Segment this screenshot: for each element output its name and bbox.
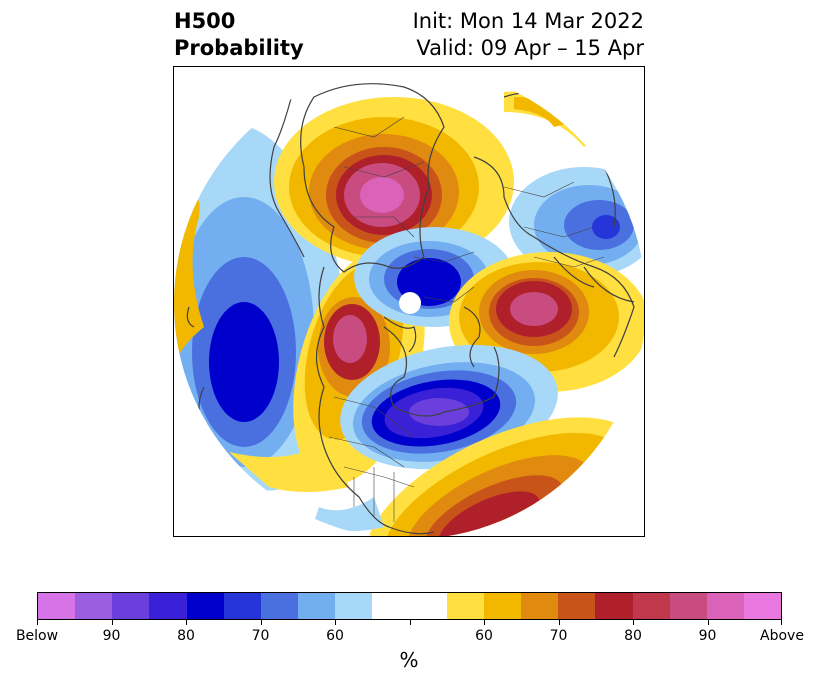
colorbar-segment [483, 593, 522, 619]
colorbar-tick-label: Above [760, 628, 804, 644]
colorbar-segment [446, 593, 484, 619]
colorbar-segment [260, 593, 299, 619]
southern-high-anomaly [364, 417, 644, 536]
date-info: Init: Mon 14 Mar 2022 Valid: 09 Apr – 15… [413, 8, 644, 62]
colorbar-tick-label: 80 [624, 628, 642, 644]
colorbar-tick [186, 620, 187, 625]
colorbar-tick [633, 620, 634, 625]
colorbar-segment [409, 593, 447, 619]
colorbar-tick [260, 620, 262, 625]
valid-date: Valid: 09 Apr – 15 Apr [416, 36, 644, 60]
probability-map [173, 66, 645, 537]
colorbar-tick [37, 620, 38, 625]
colorbar-tick-label: 90 [698, 628, 717, 644]
init-date: Init: Mon 14 Mar 2022 [412, 9, 644, 33]
colorbar-ticks [37, 620, 782, 628]
colorbar-segment [75, 593, 113, 619]
colorbar [37, 592, 782, 620]
colorbar-segment [335, 593, 373, 619]
title-line-1: H500 [174, 9, 236, 33]
colorbar-tick-label: 90 [102, 628, 121, 644]
colorbar-tick [781, 620, 782, 625]
colorbar-segment [669, 593, 707, 619]
colorbar-segment [558, 593, 596, 619]
colorbar-tick [484, 620, 485, 625]
colorbar-tick [707, 620, 709, 625]
pole-marker [399, 292, 421, 314]
colorbar-segment [595, 593, 633, 619]
colorbar-tick-label: 80 [177, 628, 195, 644]
colorbar-segment [186, 593, 224, 619]
colorbar-segment [706, 593, 744, 619]
colorbar-tick-label: Below [15, 628, 59, 644]
colorbar-tick [335, 620, 336, 625]
colorbar-tick-label: 70 [251, 628, 270, 644]
colorbar-segment [372, 593, 410, 619]
us-high-anomaly [229, 437, 349, 492]
chart-title: H500 Probability [174, 8, 304, 62]
title-line-2: Probability [174, 36, 304, 60]
colorbar-segment [521, 593, 559, 619]
colorbar-segment [632, 593, 670, 619]
map-canvas [174, 67, 644, 536]
colorbar-tick [558, 620, 560, 625]
colorbar-segment [112, 593, 150, 619]
colorbar-segment [298, 593, 336, 619]
colorbar-tick [409, 620, 411, 625]
colorbar-segment [149, 593, 187, 619]
colorbar-segment [38, 593, 76, 619]
colorbar-segment [743, 593, 782, 619]
borders [328, 116, 605, 522]
colorbar-tick [111, 620, 113, 625]
colorbar-unit: % [399, 648, 419, 672]
colorbar-segment [223, 593, 261, 619]
colorbar-tick-label: 70 [549, 628, 568, 644]
colorbar-tick-label: 60 [326, 628, 344, 644]
colorbar-tick-label: 60 [475, 628, 493, 644]
